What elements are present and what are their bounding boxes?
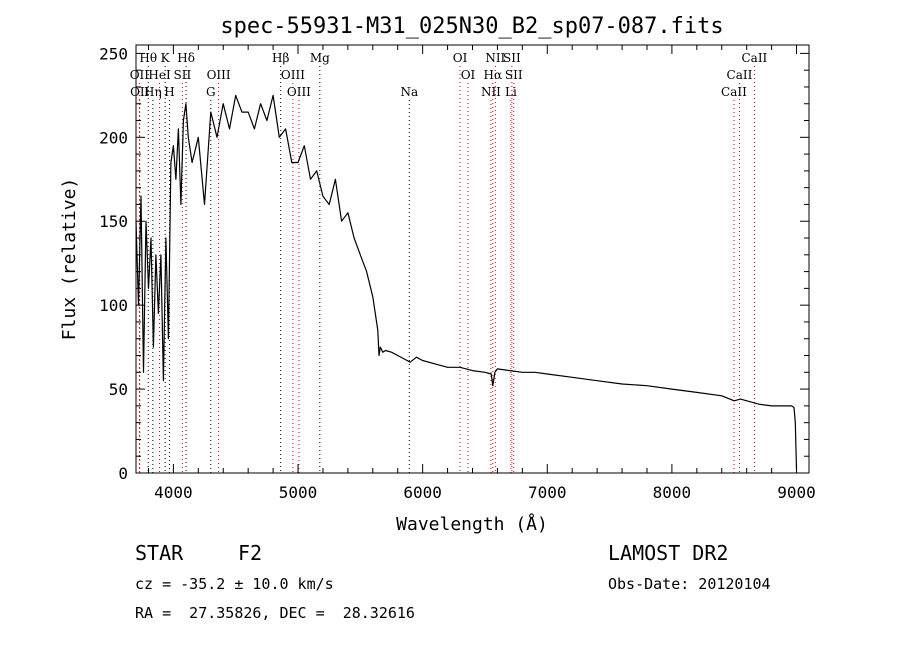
- line-label: SII: [174, 68, 192, 82]
- line-label: Hδ: [177, 51, 195, 65]
- line-label: K: [161, 51, 171, 65]
- line-label: Hθ: [139, 51, 157, 65]
- obs-date: Obs-Date: 20120104: [608, 575, 771, 593]
- x-tick-label: 6000: [403, 483, 442, 502]
- line-label: NII: [481, 85, 501, 99]
- line-label: Hα: [484, 68, 503, 82]
- coordinates: RA = 27.35826, DEC = 28.32616: [135, 604, 415, 622]
- x-tick-label: 4000: [154, 483, 193, 502]
- object-class: STAR: [135, 541, 184, 565]
- line-label: CaII: [721, 85, 747, 99]
- spectrum-series: [135, 94, 798, 470]
- line-label: Mg: [310, 51, 330, 65]
- line-label: OIII: [207, 68, 231, 82]
- line-label: G: [206, 85, 216, 99]
- line-label: OIII: [281, 68, 305, 82]
- y-tick-label: 50: [109, 380, 128, 399]
- line-label: SII: [503, 51, 521, 65]
- spectrum-line: [135, 94, 798, 470]
- line-label: CaII: [727, 68, 753, 82]
- survey-name: LAMOST DR2: [608, 541, 729, 565]
- axes: 4000 5000 6000 7000 8000 9000 0 50 100 150 200 250: [99, 44, 816, 502]
- line-label: Li: [505, 85, 517, 99]
- line-label: OII: [130, 68, 150, 82]
- y-axis-label: Flux (relative): [59, 178, 80, 341]
- x-tick-label: 5000: [279, 483, 318, 502]
- chart-title: spec-55931-M31_025N30_B2_sp07-087.fits: [220, 14, 723, 39]
- line-label: NII: [485, 51, 505, 65]
- line-label: Na: [400, 85, 418, 99]
- line-label: OI: [461, 68, 476, 82]
- x-tick-label: 9000: [777, 483, 816, 502]
- line-label: CaII: [741, 51, 767, 65]
- line-label: OII: [130, 85, 150, 99]
- line-label: OIII: [287, 85, 311, 99]
- line-label: Hβ: [272, 51, 289, 65]
- y-tick-label: 200: [99, 128, 128, 147]
- x-tick-label: 8000: [653, 483, 692, 502]
- y-tick-label: 100: [99, 296, 128, 315]
- line-label: HeI: [148, 68, 171, 82]
- x-tick-label: 7000: [528, 483, 567, 502]
- object-subclass: F2: [238, 541, 263, 565]
- line-label: Hη: [144, 85, 162, 99]
- plot-frame: [135, 44, 810, 474]
- line-label: SII: [505, 68, 523, 82]
- y-tick-label: 150: [99, 212, 128, 231]
- redshift-readout: cz = -35.2 ± 10.0 km/s: [135, 575, 334, 593]
- y-tick-label: 0: [118, 464, 128, 483]
- line-label: OI: [453, 51, 468, 65]
- x-axis-label: Wavelength (Å): [396, 513, 548, 535]
- y-tick-label: 250: [99, 44, 128, 63]
- line-label: H: [164, 85, 174, 99]
